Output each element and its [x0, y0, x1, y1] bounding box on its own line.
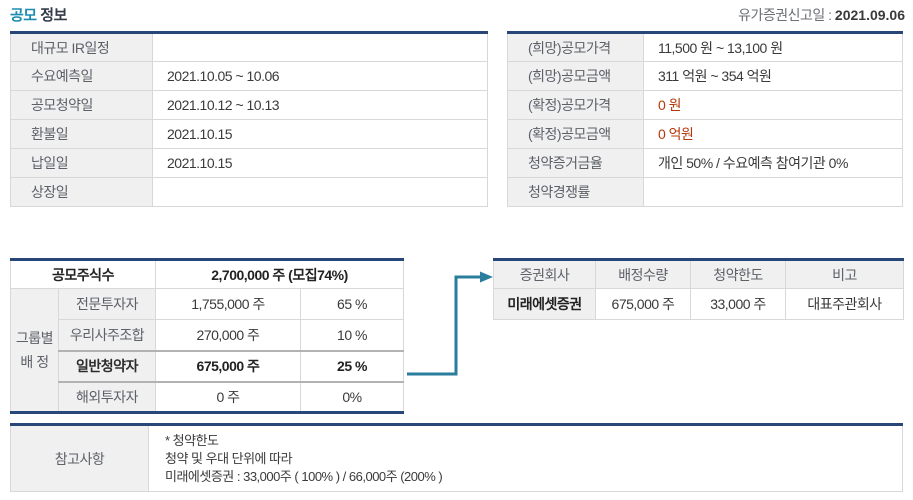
notes-line: 청약 및 우대 단위에 따라	[165, 451, 293, 466]
table-row: (희망)공모가격 11,500 원 ~ 13,100 원	[507, 32, 903, 62]
table-row: 해외투자자 0 주 0%	[11, 381, 405, 413]
row-value	[152, 177, 488, 207]
broker-table: 증권회사 배정수량 청약한도 비고 미래에셋증권 675,000 주 33,00…	[493, 258, 904, 320]
broker-allocation: 675,000 주	[595, 288, 691, 320]
allocation-name: 일반청약자	[58, 349, 156, 383]
table-row: 상장일	[10, 177, 488, 207]
column-header: 배정수량	[595, 259, 691, 289]
page-header: 공모 정보 유가증권신고일 : 2021.09.06	[10, 4, 905, 25]
allocation-shares: 1,755,000 주	[155, 288, 301, 320]
row-value: 2021.10.15	[152, 148, 488, 178]
row-value-highlight: 0 억원	[643, 119, 903, 149]
table-row: (희망)공모금액 311 억원 ~ 354 억원	[507, 61, 903, 91]
row-label: 상장일	[10, 177, 153, 207]
row-label: 청약증거금율	[507, 148, 644, 178]
allocation-name: 전문투자자	[58, 288, 156, 320]
table-row-general-subscribers: 일반청약자 675,000 주 25 %	[11, 349, 405, 383]
table-row: (확정)공모금액 0 억원	[507, 119, 903, 149]
notes-content: * 청약한도 청약 및 우대 단위에 따라 미래에셋증권 : 33,000주 (…	[148, 424, 903, 492]
row-value	[643, 177, 903, 207]
table-row: 공모주식수 2,700,000 주 (모집74%)	[10, 259, 405, 289]
table-row: 청약증거금율 개인 50% / 수요예측 참여기관 0%	[507, 148, 903, 178]
allocation-shares: 0 주	[155, 381, 301, 413]
filing-date: 유가증권신고일 : 2021.09.06	[738, 5, 905, 25]
column-header: 청약한도	[690, 259, 786, 289]
table-row: 납일일 2021.10.15	[10, 148, 488, 178]
offering-price-table: (희망)공모가격 11,500 원 ~ 13,100 원 (희망)공모금액 31…	[507, 31, 903, 207]
allocation-percent: 10 %	[299, 319, 405, 351]
row-value-highlight: 0 원	[643, 90, 903, 120]
notes-label: 참고사항	[10, 424, 149, 492]
row-value	[152, 32, 488, 62]
row-label: (확정)공모금액	[507, 119, 644, 149]
broker-note: 대표주관회사	[785, 288, 904, 320]
row-label: 대규모 IR일정	[10, 32, 153, 62]
notes-line: * 청약한도	[165, 433, 219, 448]
table-row: 청약경쟁률	[507, 177, 903, 207]
notes-table: 참고사항 * 청약한도 청약 및 우대 단위에 따라 미래에셋증권 : 33,0…	[10, 423, 903, 492]
allocation-percent: 25 %	[299, 349, 405, 383]
broker-subscription-limit: 33,000 주	[690, 288, 786, 320]
table-header-row: 증권회사 배정수량 청약한도 비고	[493, 259, 904, 289]
broker-firm-name: 미래에셋증권	[493, 288, 596, 320]
allocation-shares: 270,000 주	[155, 319, 301, 351]
row-value: 2021.10.15	[152, 119, 488, 149]
allocation-name: 우리사주조합	[58, 319, 156, 351]
page-title-rest: 정보	[40, 7, 67, 24]
column-header: 증권회사	[493, 259, 596, 289]
total-shares-label: 공모주식수	[10, 259, 156, 289]
row-label: 환불일	[10, 119, 153, 149]
notes-line: 미래에셋증권 : 33,000주 ( 100% ) / 66,000주 (200…	[165, 469, 443, 484]
row-label: 청약경쟁률	[507, 177, 644, 207]
group-label-line1: 그룹별	[15, 330, 54, 346]
row-label: (확정)공모가격	[507, 90, 644, 120]
row-value: 2021.10.12 ~ 10.13	[152, 90, 488, 120]
table-row: 환불일 2021.10.15	[10, 119, 488, 149]
table-row: 우리사주조합 270,000 주 10 %	[11, 319, 405, 351]
row-label: 납일일	[10, 148, 153, 178]
row-label: (희망)공모금액	[507, 61, 644, 91]
row-value: 2021.10.05 ~ 10.06	[152, 61, 488, 91]
table-row: (확정)공모가격 0 원	[507, 90, 903, 120]
allocation-to-broker-arrow-icon	[407, 271, 493, 376]
allocation-percent: 0%	[299, 381, 405, 413]
allocation-percent: 65 %	[299, 288, 405, 320]
row-label: 수요예측일	[10, 61, 153, 91]
table-row: 공모청약일 2021.10.12 ~ 10.13	[10, 90, 488, 120]
table-row: 수요예측일 2021.10.05 ~ 10.06	[10, 61, 488, 91]
row-label: 공모청약일	[10, 90, 153, 120]
allocation-shares: 675,000 주	[155, 349, 301, 383]
page-title-accent: 공모	[10, 7, 37, 24]
page-title: 공모 정보	[10, 4, 67, 25]
row-value: 11,500 원 ~ 13,100 원	[643, 32, 903, 62]
filing-date-value: 2021.09.06	[834, 7, 905, 23]
table-row: 참고사항 * 청약한도 청약 및 우대 단위에 따라 미래에셋증권 : 33,0…	[10, 424, 903, 492]
group-label-line2: 배 정	[20, 354, 49, 370]
row-label: (희망)공모가격	[507, 32, 644, 62]
table-row: 대규모 IR일정	[10, 32, 488, 62]
column-header: 비고	[785, 259, 904, 289]
row-value: 311 억원 ~ 354 억원	[643, 61, 903, 91]
ipo-schedule-table: 대규모 IR일정 수요예측일 2021.10.05 ~ 10.06 공모청약일 …	[10, 31, 488, 207]
table-row: 미래에셋증권 675,000 주 33,000 주 대표주관회사	[493, 288, 904, 320]
allocation-name: 해외투자자	[58, 381, 156, 413]
row-value: 개인 50% / 수요예측 참여기관 0%	[643, 148, 903, 178]
total-shares-value: 2,700,000 주 (모집74%)	[154, 259, 405, 289]
filing-date-label: 유가증권신고일 :	[738, 7, 832, 23]
